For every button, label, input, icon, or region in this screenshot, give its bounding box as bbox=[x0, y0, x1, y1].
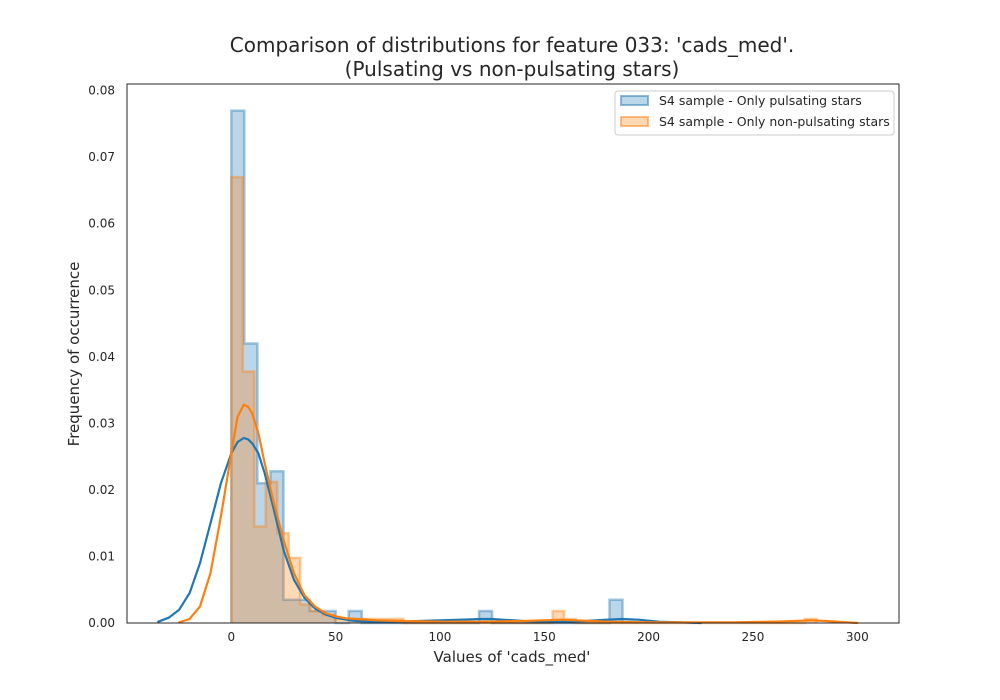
histogram-bar bbox=[300, 604, 312, 623]
histogram-bar bbox=[311, 611, 324, 623]
histogram-bar bbox=[277, 533, 289, 623]
kde-line bbox=[178, 403, 859, 625]
histogram-bar bbox=[288, 557, 301, 623]
histogram-bar bbox=[552, 611, 565, 623]
y-tick-label: 0.04 bbox=[88, 350, 115, 364]
axis-ticks: 0 50 100 150 200 250 300 0.00 0.01 0.02 0.03 0.04 0.… bbox=[88, 84, 868, 644]
plot-frame bbox=[126, 83, 900, 624]
chart-subtitle: (Pulsating vs non-pulsating stars) bbox=[345, 57, 680, 81]
legend-label: S4 sample - Only non-pulsating stars bbox=[659, 114, 890, 129]
x-tick-label: 100 bbox=[429, 630, 452, 644]
legend: S4 sample - Only pulsating stars S4 sampl… bbox=[614, 90, 895, 136]
x-tick-label: 150 bbox=[533, 630, 556, 644]
histogram-bar bbox=[348, 611, 362, 623]
histogram-bar bbox=[231, 110, 245, 623]
y-tick-label: 0.03 bbox=[88, 416, 115, 430]
x-tick-label: 200 bbox=[637, 630, 660, 644]
x-tick-label: 0 bbox=[228, 630, 236, 644]
plot-area bbox=[157, 109, 859, 625]
histogram-outline bbox=[230, 109, 624, 625]
histogram-bar bbox=[609, 599, 623, 623]
x-tick-label: 250 bbox=[741, 630, 764, 644]
x-tick-label: 300 bbox=[846, 630, 869, 644]
histogram-bar bbox=[242, 371, 255, 623]
histogram-outline bbox=[230, 175, 818, 625]
histogram-bar bbox=[257, 483, 271, 623]
histogram-bar bbox=[283, 599, 297, 623]
legend-swatch bbox=[620, 95, 649, 106]
histogram-bar bbox=[334, 619, 347, 623]
chart-title: Comparison of distributions for feature … bbox=[230, 33, 794, 57]
y-axis-label: Frequency of occurrence bbox=[65, 262, 83, 447]
x-axis-label: Values of 'cads_med' bbox=[434, 648, 591, 667]
legend-swatch bbox=[620, 116, 649, 127]
histogram-bar bbox=[254, 526, 266, 623]
histogram-bar bbox=[231, 177, 243, 623]
y-tick-label: 0.05 bbox=[88, 283, 115, 297]
histogram-bar bbox=[322, 611, 336, 623]
kde-line bbox=[157, 436, 702, 625]
histogram-bar bbox=[296, 599, 310, 623]
legend-box bbox=[614, 90, 895, 136]
histogram-bar bbox=[309, 611, 323, 623]
y-tick-label: 0.01 bbox=[88, 549, 115, 563]
legend-label: S4 sample - Only pulsating stars bbox=[659, 93, 862, 108]
histogram-bar bbox=[479, 611, 493, 623]
histogram-bar bbox=[323, 615, 335, 623]
y-tick-label: 0.08 bbox=[88, 84, 115, 98]
y-tick-label: 0.00 bbox=[88, 616, 115, 630]
x-tick-label: 50 bbox=[328, 630, 343, 644]
y-tick-label: 0.06 bbox=[88, 217, 115, 231]
histogram-bar bbox=[265, 481, 278, 623]
histogram-bar bbox=[244, 343, 258, 623]
y-tick-label: 0.07 bbox=[88, 150, 115, 164]
y-tick-label: 0.02 bbox=[88, 483, 115, 497]
